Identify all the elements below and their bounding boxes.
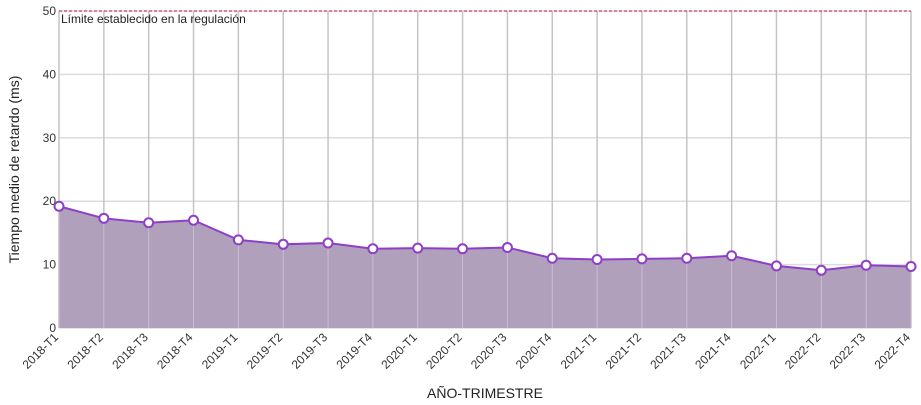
y-tick-label: 20: [43, 194, 57, 208]
x-tick-label: 2018-T2: [64, 330, 106, 372]
series-line: [58, 205, 912, 272]
x-tick-label: 2022-T1: [737, 330, 779, 372]
data-point[interactable]: [905, 261, 917, 273]
data-point[interactable]: [815, 264, 827, 276]
data-point[interactable]: [501, 241, 513, 253]
series-points: [53, 200, 917, 276]
data-point[interactable]: [98, 212, 110, 224]
x-axis-ticks: 2018-T1 2018-T2 2018-T3 2018-T4 2019-T1 2019-…: [20, 330, 914, 372]
data-point[interactable]: [53, 200, 65, 212]
x-tick-label: 2022-T3: [827, 330, 869, 372]
data-point[interactable]: [726, 250, 738, 262]
x-tick-label: 2020-T4: [513, 330, 555, 372]
x-tick-label: 2020-T1: [378, 330, 420, 372]
y-tick-label: 50: [43, 4, 57, 18]
series-area: [58, 205, 912, 328]
data-point[interactable]: [636, 253, 648, 265]
x-tick-label: 2019-T4: [334, 330, 376, 372]
x-tick-label: 2022-T2: [782, 330, 824, 372]
x-tick-label: 2020-T2: [423, 330, 465, 372]
y-tick-label: 40: [43, 67, 57, 81]
y-tick-label: 0: [49, 321, 56, 335]
reference-line-group: Límite establecido en la regulación: [59, 10, 911, 26]
data-point[interactable]: [412, 242, 424, 254]
data-point[interactable]: [546, 252, 558, 264]
y-axis-title: Tiempo medio de retardo (ms): [6, 76, 22, 264]
x-tick-label: 2019-T3: [289, 330, 331, 372]
x-tick-label: 2022-T4: [872, 330, 914, 372]
data-point[interactable]: [232, 234, 244, 246]
data-point[interactable]: [143, 217, 155, 229]
x-tick-label: 2018-T3: [109, 330, 151, 372]
x-tick-label: 2018-T1: [20, 330, 62, 372]
data-point[interactable]: [457, 243, 469, 255]
y-tick-label: 10: [43, 258, 57, 272]
x-tick-label: 2021-T4: [692, 330, 734, 372]
data-point[interactable]: [367, 243, 379, 255]
data-point[interactable]: [860, 259, 872, 271]
y-tick-label: 30: [43, 131, 57, 145]
x-tick-label: 2019-T1: [199, 330, 241, 372]
x-tick-label: 2021-T3: [647, 330, 689, 372]
x-tick-label: 2019-T2: [244, 330, 286, 372]
data-point[interactable]: [591, 254, 603, 266]
data-point[interactable]: [681, 252, 693, 264]
x-tick-label: 2021-T1: [558, 330, 600, 372]
data-point[interactable]: [322, 237, 334, 249]
x-axis-title: AÑO-TRIMESTRE: [427, 385, 543, 401]
x-tick-label: 2021-T2: [603, 330, 645, 372]
x-tick-label: 2018-T4: [154, 330, 196, 372]
reference-line-label: Límite establecido en la regulación: [61, 12, 246, 26]
data-point[interactable]: [770, 260, 782, 272]
area-fill: [59, 206, 911, 328]
x-tick-label: 2020-T3: [468, 330, 510, 372]
y-axis-ticks: 0 10 20 30 40 50: [43, 4, 57, 335]
data-point[interactable]: [188, 214, 200, 226]
data-point[interactable]: [277, 238, 289, 250]
